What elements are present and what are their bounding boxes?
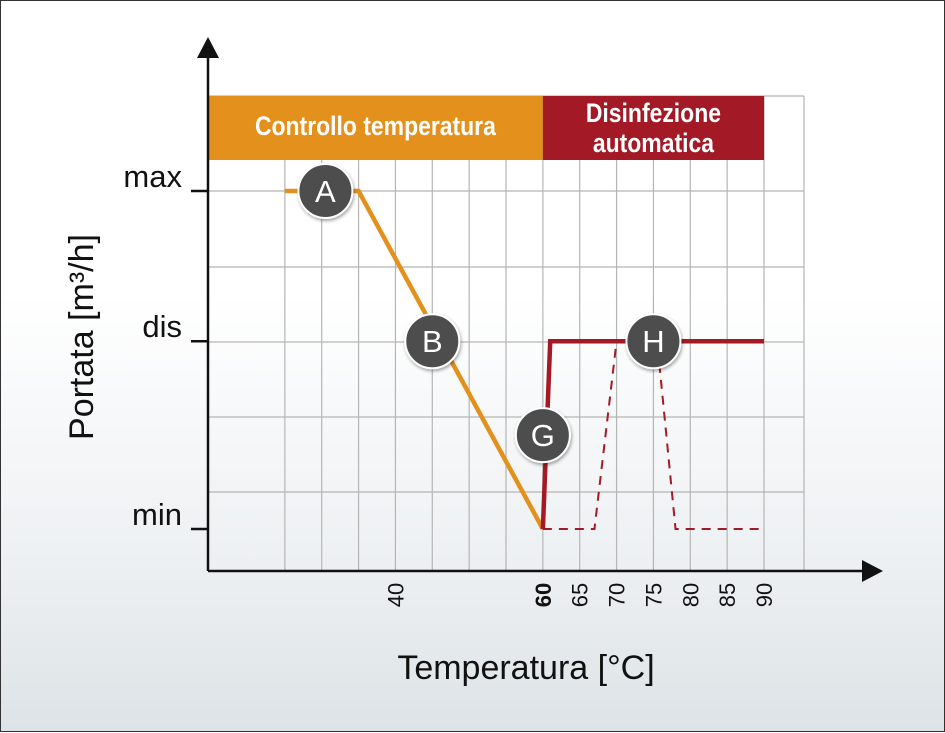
- marker-label: H: [642, 324, 664, 359]
- series-line: [540, 338, 764, 530]
- x-tick-label: 65: [568, 583, 593, 607]
- grid: [208, 95, 805, 571]
- marker-circle: [625, 313, 682, 370]
- marker-circle: [514, 407, 571, 464]
- x-tick-label: 75: [641, 583, 666, 607]
- y-tick-label: min: [132, 497, 182, 532]
- region-band: [542, 96, 764, 160]
- x-axis-arrow: [862, 560, 883, 582]
- marker-circle: [404, 313, 461, 370]
- axes: [191, 37, 883, 582]
- data-series: [284, 188, 764, 531]
- x-tick-label: 85: [715, 583, 740, 607]
- marker-label: A: [315, 174, 336, 209]
- y-tick-label: dis: [142, 309, 182, 344]
- marker-circle: [297, 163, 354, 219]
- x-tick-label: 80: [678, 583, 703, 607]
- marker-label: G: [531, 418, 555, 453]
- region-label: Controllo temperatura: [255, 111, 497, 141]
- y-axis-title: Portata [m³/h]: [63, 234, 101, 440]
- region-label-line: Controllo temperatura: [255, 111, 497, 141]
- region-bands: Controllo temperatura Disinfezione automat…: [208, 96, 764, 160]
- point-markers: A B G H: [297, 163, 682, 464]
- y-tick-label: max: [123, 159, 182, 194]
- x-tick-label: 40: [383, 583, 408, 607]
- x-tick-label: 90: [752, 583, 777, 607]
- x-tick-label: 70: [605, 583, 630, 607]
- region-label-line: Disinfezione: [586, 98, 721, 128]
- y-axis-arrow: [197, 37, 219, 58]
- x-tick-label: 60: [531, 583, 556, 607]
- region-label: Disinfezione automatica: [586, 98, 721, 158]
- region-label-line: automatica: [593, 128, 715, 158]
- region-band: [208, 96, 543, 160]
- axis-labels: min dis max 40 60 65 70 75 80 85 90 Temperatura [°C…: [63, 159, 777, 687]
- marker-label: B: [422, 324, 443, 359]
- x-axis-title: Temperatura [°C]: [397, 649, 654, 687]
